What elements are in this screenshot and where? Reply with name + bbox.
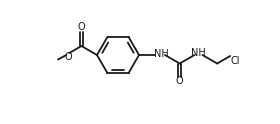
Text: O: O	[64, 52, 72, 62]
Text: Cl: Cl	[230, 56, 240, 66]
Text: NH: NH	[191, 48, 206, 58]
Text: O: O	[176, 77, 183, 87]
Text: NH: NH	[154, 49, 168, 59]
Text: O: O	[78, 22, 85, 32]
